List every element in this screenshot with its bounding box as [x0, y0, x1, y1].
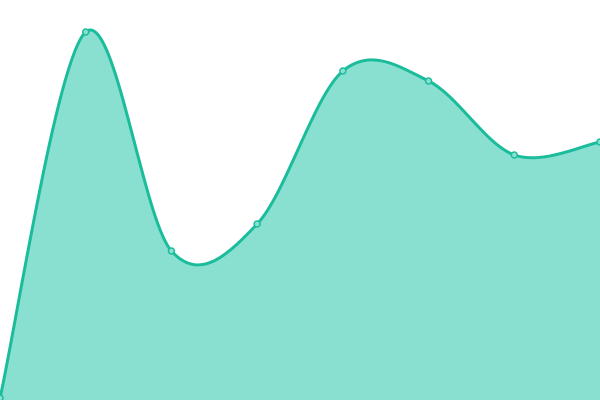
data-point-4 — [339, 67, 347, 75]
data-point-7 — [596, 138, 600, 146]
area-fill — [0, 30, 600, 400]
data-point-3 — [253, 220, 261, 228]
data-point-1 — [81, 28, 90, 36]
data-point-2 — [167, 247, 176, 255]
data-point-6 — [510, 151, 519, 159]
data-point-5 — [424, 77, 433, 85]
markers — [0, 28, 600, 400]
data-point-0 — [0, 394, 4, 400]
